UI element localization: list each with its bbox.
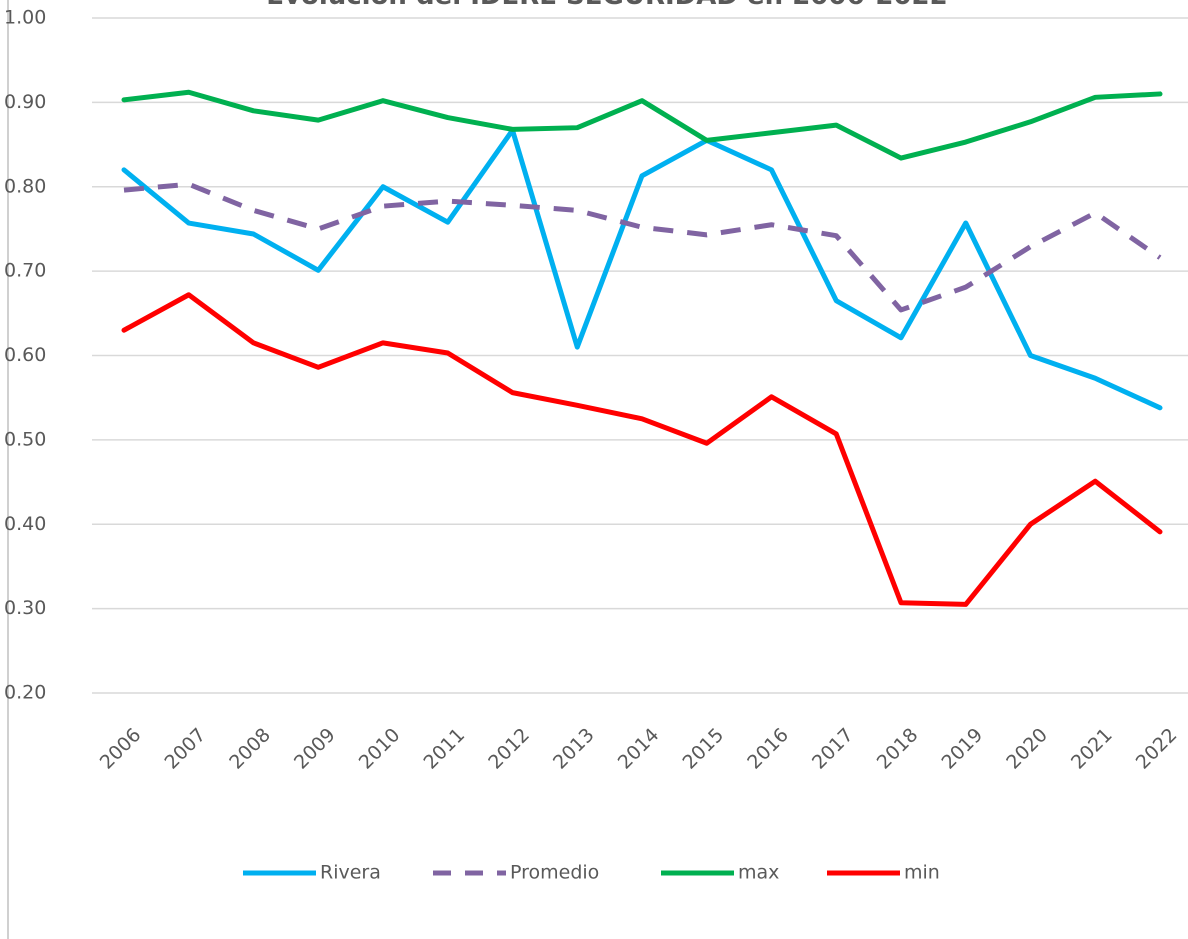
x-tick-label: 2008 [225,724,275,774]
x-tick-label: 2017 [808,724,858,774]
y-tick-label: 0.50 [4,428,46,450]
x-tick-label: 2006 [96,724,146,774]
series-line [121,292,1163,607]
y-tick-label: 0.40 [4,513,46,535]
x-tick-label: 2011 [419,724,469,774]
x-tick-label: 2009 [290,724,340,774]
chart-title: Evolución del IDERE SEGURIDAD en 2006-20… [266,0,947,11]
y-tick-label: 0.60 [4,344,46,366]
x-tick-label: 2022 [1132,724,1182,774]
y-tick-label: 0.70 [4,260,46,282]
x-tick-label: 2021 [1067,724,1117,774]
x-tick-label: 2020 [1002,724,1052,774]
x-tick-label: 2012 [484,724,534,774]
y-tick-label: 1.00 [4,7,46,29]
series-line [121,89,1163,161]
series-line [121,127,1163,411]
legend-label: min [904,862,940,884]
legend-label: max [738,862,779,884]
legend-label: Promedio [510,862,599,884]
x-tick-label: 2013 [549,724,599,774]
y-tick-label: 0.80 [4,175,46,197]
legend-label: Rivera [320,862,381,884]
x-tick-label: 2010 [355,724,405,774]
y-tick-label: 0.20 [4,682,46,704]
x-tick-label: 2016 [743,724,793,774]
x-tick-label: 2014 [614,724,664,774]
x-tick-label: 2018 [873,724,923,774]
x-tick-label: 2007 [160,724,210,774]
x-tick-label: 2019 [937,724,987,774]
y-tick-label: 0.30 [4,597,46,619]
y-tick-label: 0.90 [4,91,46,113]
series-line [123,181,1162,313]
x-tick-label: 2015 [678,724,728,774]
